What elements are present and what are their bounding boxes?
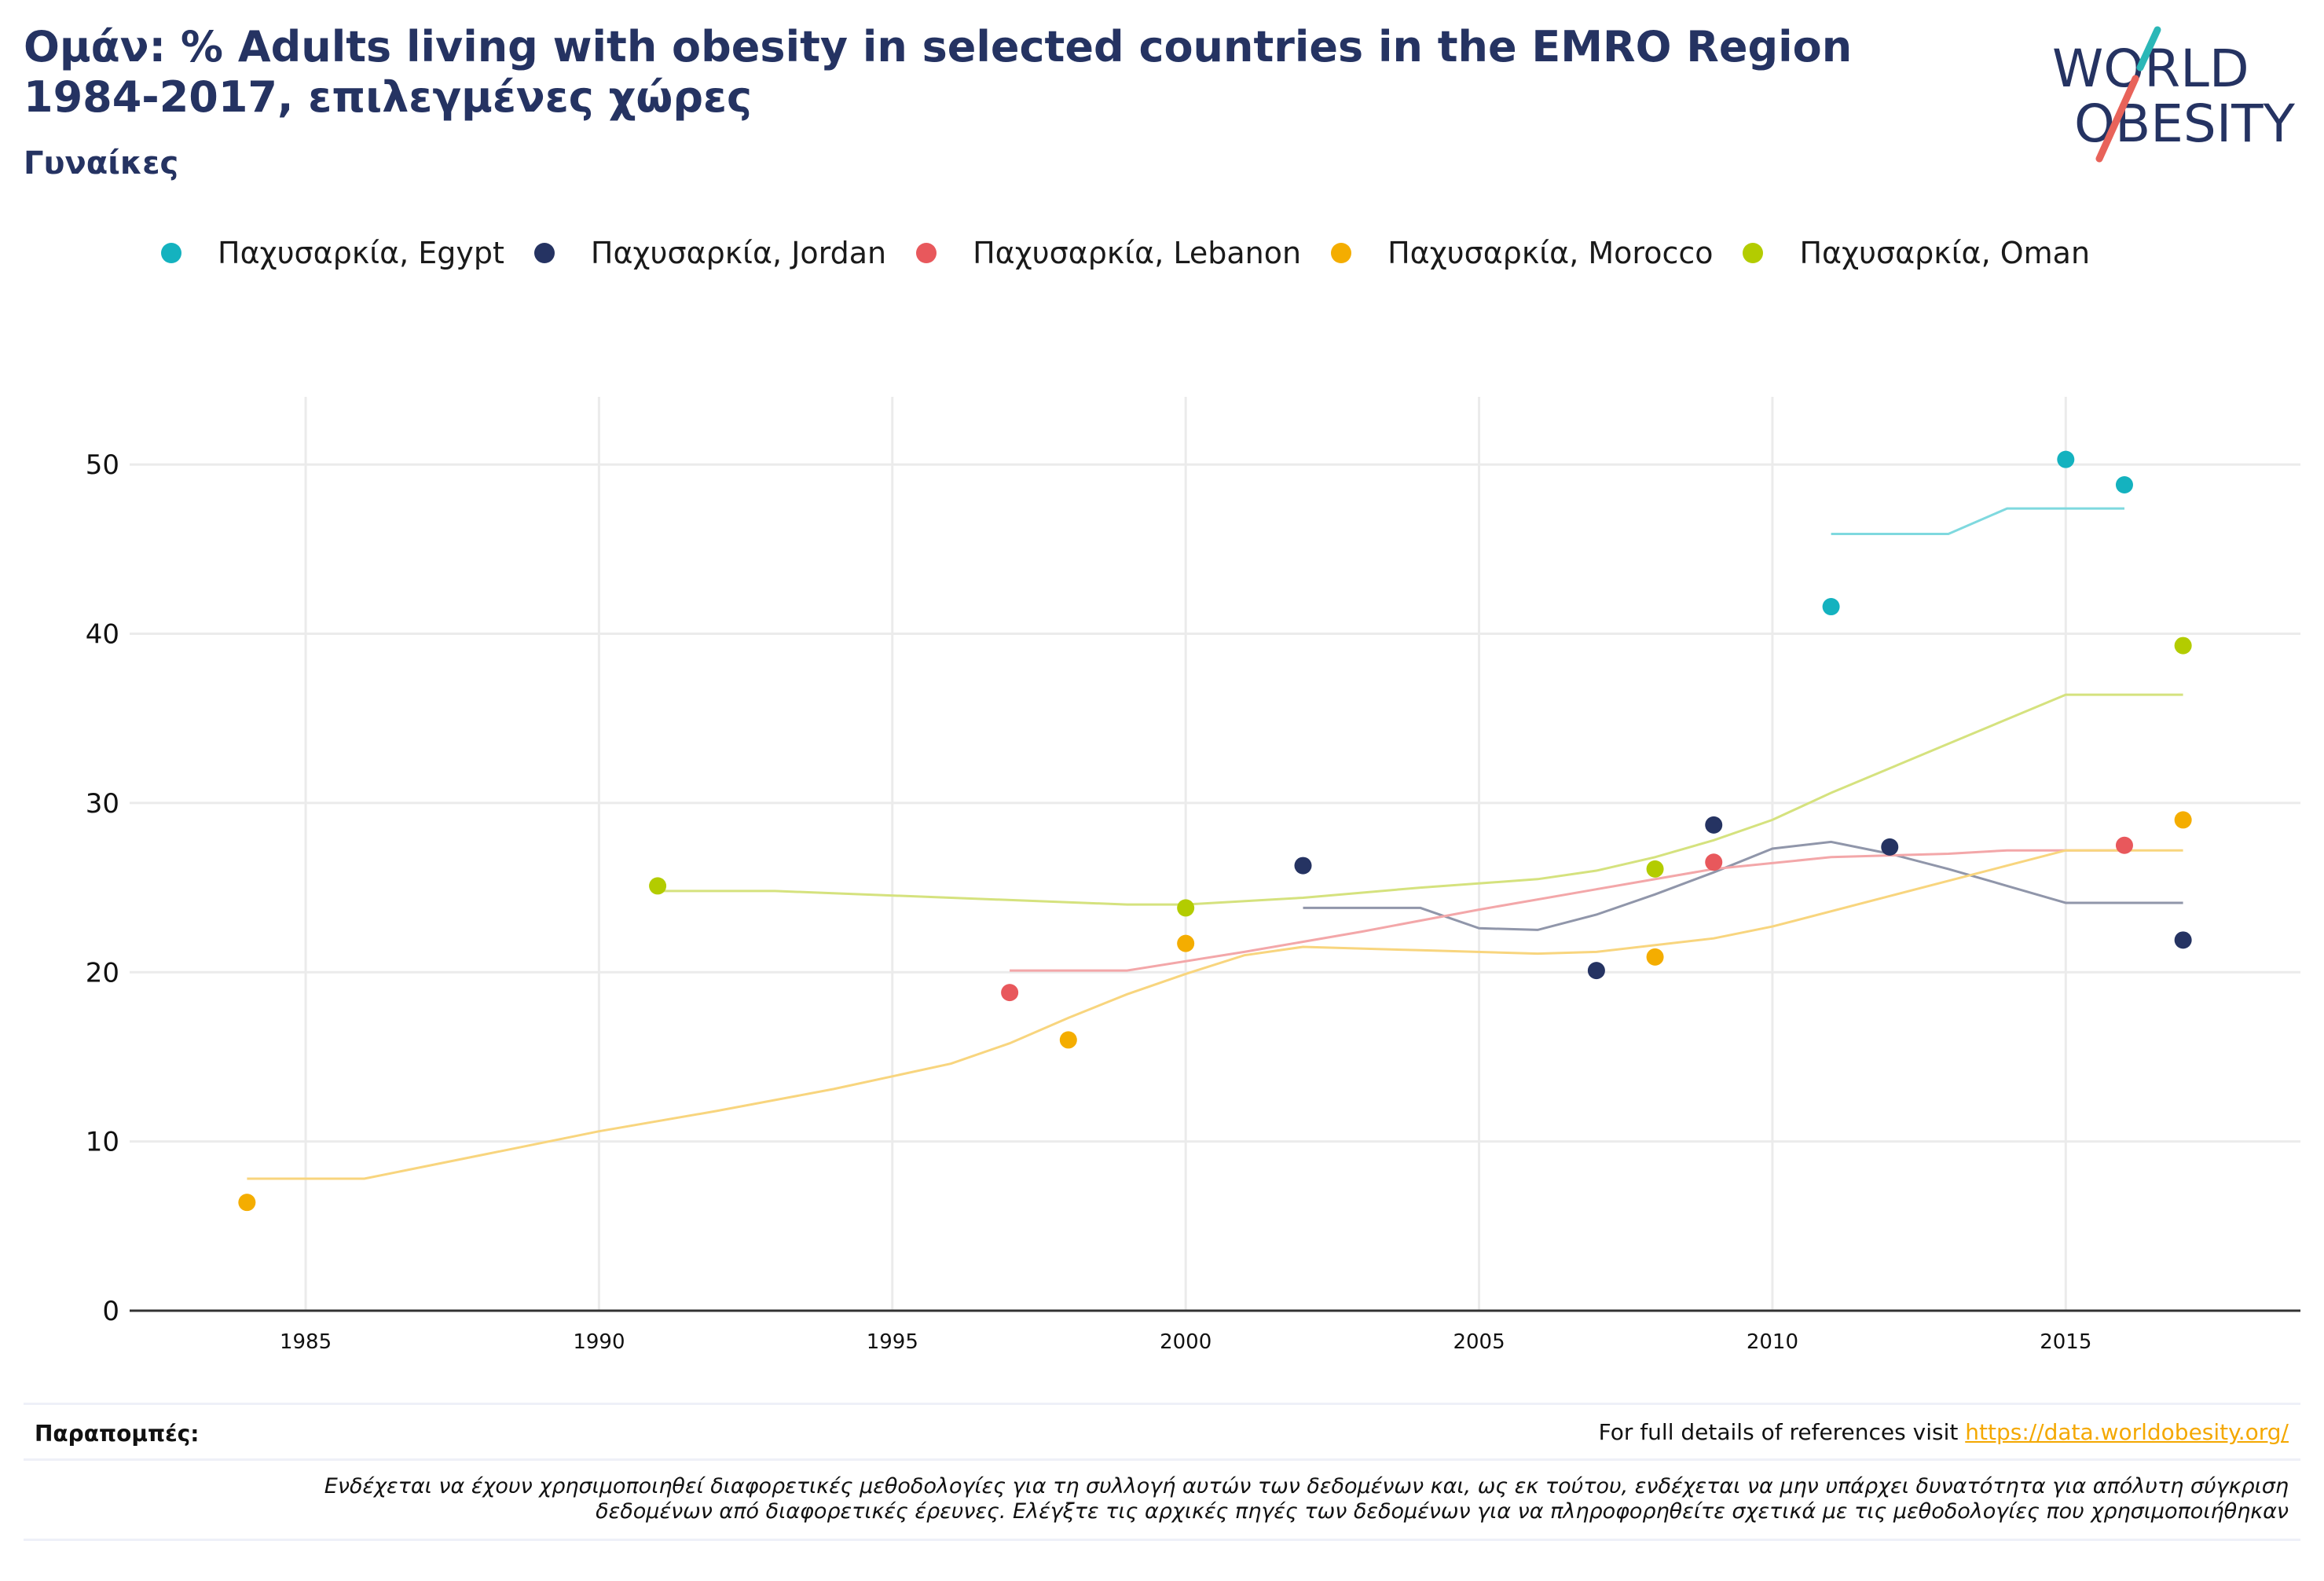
legend-marker-egypt bbox=[161, 243, 181, 263]
footer-divider-top bbox=[24, 1403, 2300, 1405]
y-tick-label: 50 bbox=[86, 449, 119, 481]
data-point-series-4 bbox=[1177, 899, 1195, 917]
data-point-series-3 bbox=[1646, 948, 1664, 966]
obesity-line-chart: 1985 1990 1995 2000 2005 2010 2015 0 10 20 30 40 50 bbox=[86, 397, 2300, 1354]
data-point-series-4 bbox=[649, 877, 667, 895]
chart-subtitle: Γυναίκες bbox=[24, 145, 179, 182]
data-point-series-1 bbox=[1294, 857, 1312, 875]
x-tick-label: 1990 bbox=[573, 1330, 625, 1354]
x-tick-label: 1995 bbox=[867, 1330, 918, 1354]
title-line-1: Ομάν: % Adults living with obesity in se… bbox=[24, 22, 1853, 72]
x-tick-label: 2010 bbox=[1747, 1330, 1798, 1354]
data-point-series-4 bbox=[1646, 860, 1664, 878]
data-point-series-1 bbox=[1705, 816, 1723, 834]
legend-item-egypt[interactable]: Παχυσαρκία, Egypt bbox=[161, 236, 504, 270]
legend-label-jordan: Παχυσαρκία, Jordan bbox=[590, 236, 887, 270]
legend-marker-morocco bbox=[1331, 243, 1352, 263]
logo-text-obesity: OBESITY bbox=[2074, 94, 2296, 154]
data-point-series-1 bbox=[1587, 962, 1605, 980]
legend-marker-lebanon bbox=[916, 243, 937, 263]
y-tick-label: 30 bbox=[86, 788, 119, 820]
data-point-series-0 bbox=[2115, 475, 2133, 493]
footer-divider-bottom bbox=[24, 1539, 2300, 1541]
legend-label-egypt: Παχυσαρκία, Egypt bbox=[218, 236, 504, 270]
trend-line-series-0 bbox=[1831, 507, 2124, 535]
data-point-series-2 bbox=[1705, 853, 1723, 871]
data-point-series-4 bbox=[2174, 636, 2192, 655]
y-tick-label: 20 bbox=[86, 957, 119, 989]
disclaimer-line-1: Ενδέχεται να έχουν χρησιμοποιηθεί διαφορ… bbox=[324, 1474, 2289, 1498]
x-tick-label: 2005 bbox=[1453, 1330, 1505, 1354]
data-point-series-0 bbox=[2057, 450, 2075, 468]
y-tick-label: 0 bbox=[102, 1296, 119, 1327]
data-point-series-1 bbox=[1881, 838, 1899, 856]
trend-line-series-1 bbox=[1303, 840, 2183, 931]
legend-label-lebanon: Παχυσαρκία, Lebanon bbox=[973, 236, 1302, 270]
footer-divider-middle bbox=[24, 1458, 2300, 1461]
x-tick-label: 1985 bbox=[280, 1330, 332, 1354]
data-point-series-3 bbox=[1177, 934, 1195, 952]
legend-item-jordan[interactable]: Παχυσαρκία, Jordan bbox=[533, 236, 887, 270]
data-point-series-3 bbox=[1059, 1031, 1077, 1049]
data-point-series-2 bbox=[1001, 984, 1019, 1002]
title-line-2: 1984-2017, επιλεγμένες χώρες bbox=[24, 72, 753, 122]
legend-item-lebanon[interactable]: Παχυσαρκία, Lebanon bbox=[916, 236, 1301, 270]
references-link[interactable]: https://data.worldobesity.org/ bbox=[1965, 1419, 2289, 1445]
data-point-series-0 bbox=[1822, 598, 1840, 616]
legend-item-morocco[interactable]: Παχυσαρκία, Morocco bbox=[1331, 236, 1713, 270]
data-point-series-3 bbox=[2174, 811, 2192, 829]
chart-legend: Παχυσαρκία, Egypt Παχυσαρκία, Jordan Παχ… bbox=[161, 229, 2120, 277]
legend-marker-jordan bbox=[533, 243, 555, 263]
x-tick-label: 2000 bbox=[1160, 1330, 1211, 1354]
logo-slash-red bbox=[2095, 75, 2139, 163]
trend-line-series-2 bbox=[1010, 849, 2124, 972]
y-tick-label: 40 bbox=[86, 619, 119, 651]
legend-label-morocco: Παχυσαρκία, Morocco bbox=[1387, 236, 1714, 270]
references-note: For full details of references visit htt… bbox=[1599, 1419, 2289, 1445]
logo-slash-teal bbox=[2136, 26, 2161, 72]
data-point-series-2 bbox=[2115, 836, 2133, 854]
data-point-series-1 bbox=[2174, 931, 2192, 949]
data-point-series-3 bbox=[238, 1194, 256, 1212]
methodology-disclaimer: Ενδέχεται να έχουν χρησιμοποιηθεί διαφορ… bbox=[42, 1474, 2289, 1524]
legend-item-oman[interactable]: Παχυσαρκία, Oman bbox=[1743, 236, 2090, 270]
references-label: Παραπομπές: bbox=[35, 1421, 200, 1447]
y-tick-label: 10 bbox=[86, 1127, 119, 1158]
disclaimer-line-2: δεδομένων από διαφορετικές έρευνες. Ελέγ… bbox=[596, 1499, 2289, 1524]
chart-title: Ομάν: % Adults living with obesity in se… bbox=[24, 22, 1988, 123]
legend-marker-oman bbox=[1743, 243, 1764, 263]
legend-label-oman: Παχυσαρκία, Oman bbox=[1799, 236, 2091, 270]
world-obesity-logo: WORLD OBESITY bbox=[2052, 26, 2296, 163]
x-tick-label: 2015 bbox=[2040, 1330, 2091, 1354]
trend-line-series-3 bbox=[247, 849, 2183, 1180]
references-text: For full details of references visit bbox=[1598, 1419, 1959, 1445]
trend-line-series-4 bbox=[658, 693, 2183, 906]
